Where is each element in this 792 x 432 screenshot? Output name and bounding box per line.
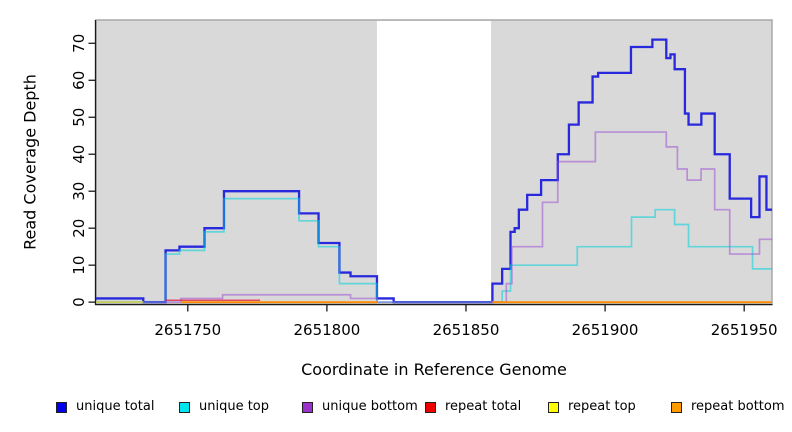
color-swatch-icon <box>56 401 67 413</box>
y-tick-label: 20 <box>70 219 88 238</box>
color-swatch-icon <box>425 401 436 413</box>
color-swatch-icon <box>548 401 559 413</box>
y-axis-title: Read Coverage Depth <box>20 74 40 250</box>
x-tick-label: 2651750 <box>154 321 221 339</box>
color-swatch-icon <box>671 401 682 413</box>
x-tick-label: 2651850 <box>433 321 500 339</box>
color-swatch-icon <box>179 401 190 413</box>
y-tick-label: 60 <box>70 71 88 90</box>
legend-item-repeat-top: repeat top <box>548 400 671 414</box>
legend: unique total unique top unique bottom re… <box>56 400 785 414</box>
masked-region-band <box>376 20 492 304</box>
legend-item-unique-top: unique top <box>179 400 302 414</box>
series-unique-total <box>96 38 772 304</box>
color-swatch-icon <box>302 401 313 413</box>
legend-item-repeat-bottom: repeat bottom <box>671 400 785 414</box>
legend-item-repeat-total: repeat total <box>425 400 548 414</box>
y-tick-label: 30 <box>70 182 88 201</box>
series-unique-bottom <box>96 131 772 303</box>
legend-item-unique-total: unique total <box>56 400 179 414</box>
legend-item-unique-bottom: unique bottom <box>302 400 425 414</box>
y-tick-label: 50 <box>70 108 88 127</box>
y-tick-label: 40 <box>70 145 88 164</box>
x-tick-label: 2651950 <box>711 321 778 339</box>
y-tick-label: 0 <box>70 297 88 307</box>
chart-canvas: 0 10 20 30 40 50 60 70 2651750 2651800 2651850 2651… <box>70 19 778 339</box>
y-tick-label: 70 <box>70 34 88 53</box>
x-tick-label: 2651800 <box>293 321 360 339</box>
x-tick-label: 2651900 <box>572 321 639 339</box>
y-tick-label: 10 <box>70 256 88 275</box>
x-axis-title: Coordinate in Reference Genome <box>301 360 567 379</box>
